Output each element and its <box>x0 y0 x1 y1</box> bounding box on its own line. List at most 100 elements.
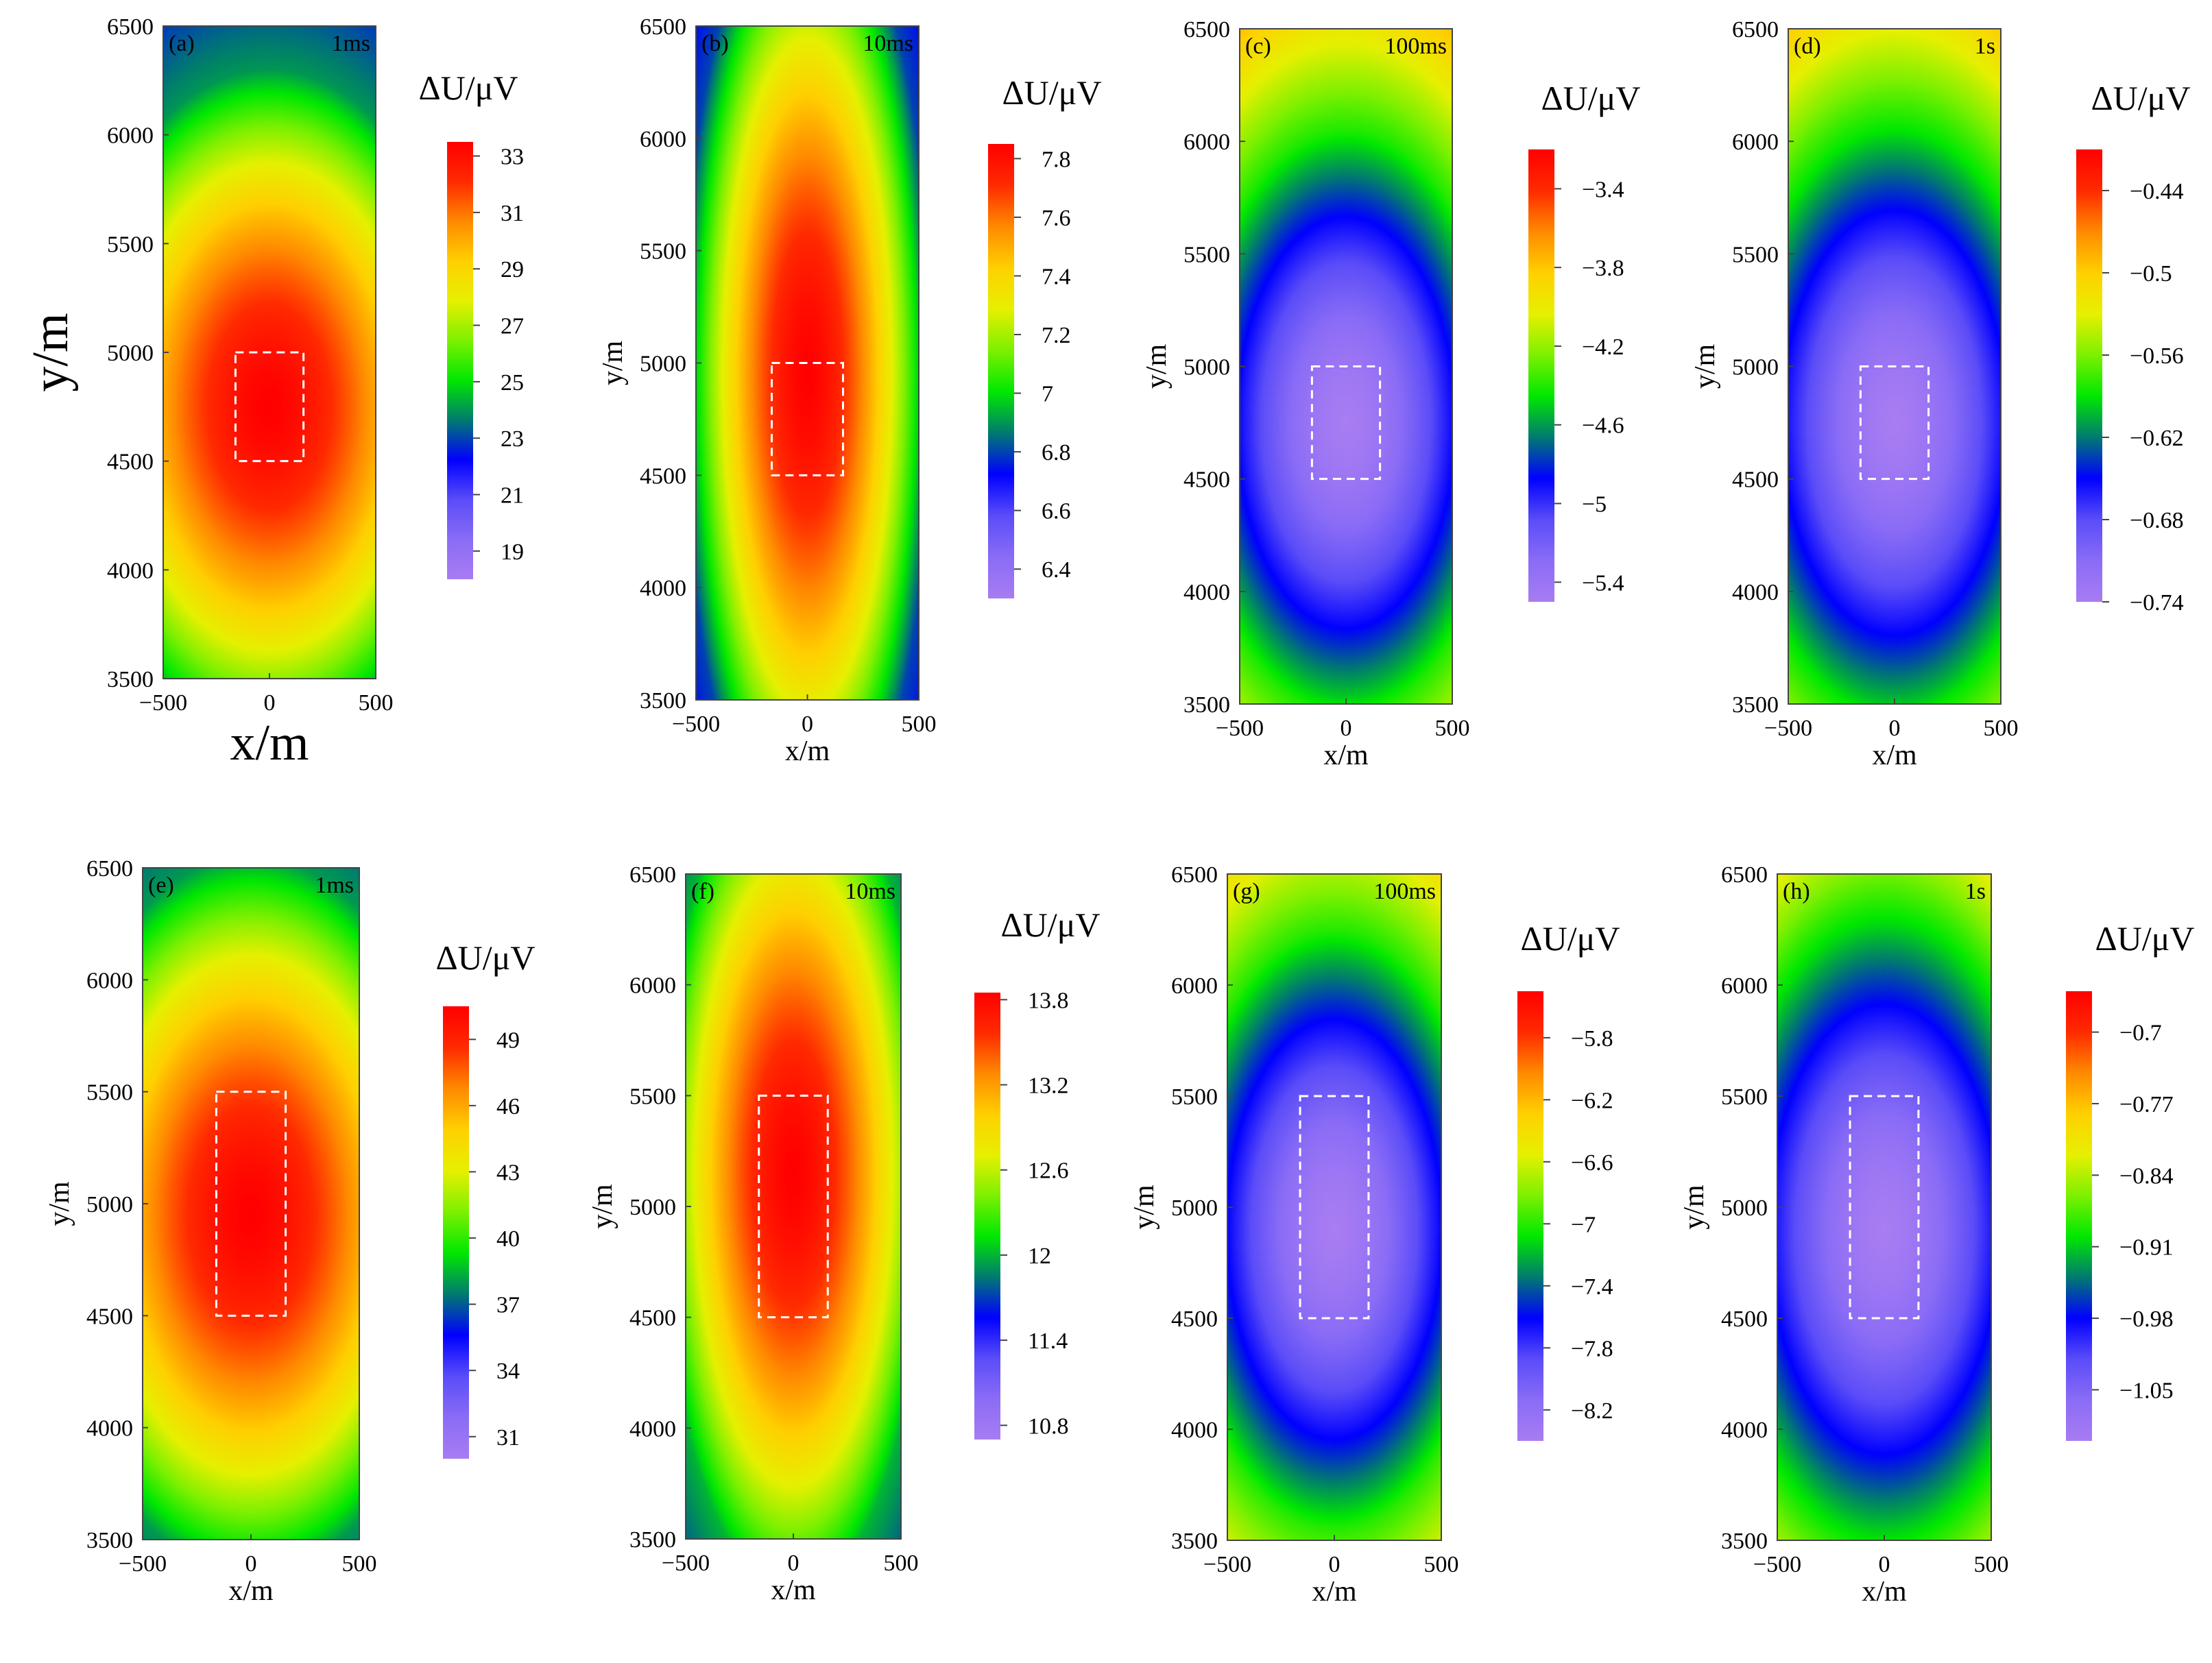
panel-label: (b) <box>701 31 729 56</box>
x-tick-label: −500 <box>1764 716 1812 741</box>
y-axis-label: y/m <box>1679 1185 1710 1230</box>
y-tick-label: 4000 <box>1732 580 1779 605</box>
y-tick-label: 4500 <box>640 463 686 489</box>
colorbar-tick-label: −5.4 <box>1582 570 1624 596</box>
colorbar-tick-label: 27 <box>501 314 524 339</box>
y-tick-label: 4000 <box>107 558 154 583</box>
y-axis-label: y/m <box>1141 344 1173 389</box>
colorbar-tick-label: 10.8 <box>1028 1413 1069 1439</box>
x-axis-label: x/m <box>1312 1576 1357 1607</box>
heatmap-field <box>1777 874 1991 1540</box>
colorbar-tick-label: −0.62 <box>2130 426 2184 451</box>
y-axis-label: y/m <box>23 313 79 391</box>
colorbar <box>1517 991 1543 1441</box>
panel-label: (f) <box>691 879 714 904</box>
x-tick-label: −500 <box>139 690 187 716</box>
y-tick-label: 4500 <box>1183 468 1230 493</box>
heatmap-field <box>143 868 359 1540</box>
y-tick-label: 5500 <box>107 232 154 257</box>
colorbar-tick-label: 31 <box>501 201 524 226</box>
colorbar-tick-label: −5 <box>1582 492 1607 518</box>
colorbar-tick-label: −0.84 <box>2119 1163 2174 1189</box>
x-tick-label: −500 <box>1216 716 1264 741</box>
panel-label: (d) <box>1794 34 1821 59</box>
panel-e: (e) 1ms 3500 4000 4500 5000 5500 6000 6500 −500 0 5… <box>44 856 536 1607</box>
colorbar-title: ΔU/μV <box>435 938 535 977</box>
colorbar-tick-label: −6.2 <box>1571 1088 1613 1113</box>
x-tick-label: 500 <box>1424 1552 1459 1577</box>
y-tick-label: 5000 <box>86 1192 133 1217</box>
time-label: 1s <box>1965 879 1986 904</box>
colorbar-tick-label: −0.7 <box>2119 1021 2162 1046</box>
x-tick-label: 500 <box>1974 1552 2009 1577</box>
colorbar-tick-label: 6.8 <box>1042 440 1071 465</box>
panel-d: (d) 1s 3500 4000 4500 5000 5500 6000 6500 −500 0 50… <box>1690 17 2191 771</box>
colorbar-tick-label: 37 <box>496 1293 520 1318</box>
x-tick-label: 0 <box>1879 1552 1890 1577</box>
y-tick-label: 4500 <box>86 1304 133 1329</box>
y-tick-label: 5000 <box>1721 1195 1768 1221</box>
colorbar-tick-label: 13.2 <box>1028 1073 1069 1099</box>
colorbar-tick-label: −0.44 <box>2130 179 2184 204</box>
y-tick-label: 6000 <box>1732 130 1779 155</box>
colorbar-tick-label: −0.56 <box>2130 343 2184 369</box>
x-tick-label: 0 <box>1889 716 1901 741</box>
colorbar <box>443 1006 469 1459</box>
y-tick-label: 5000 <box>1171 1195 1218 1221</box>
time-label: 1s <box>1975 34 1995 59</box>
y-tick-label: 5000 <box>640 352 686 377</box>
colorbar-tick-label: 31 <box>496 1425 520 1450</box>
y-tick-label: 4500 <box>1171 1307 1218 1332</box>
y-tick-label: 4000 <box>1721 1418 1768 1443</box>
time-label: 100ms <box>1384 34 1447 59</box>
colorbar-title: ΔU/μV <box>1002 73 1101 112</box>
panel-f: (f) 10ms 3500 4000 4500 5000 5500 6000 6500 −500 0… <box>587 862 1101 1606</box>
y-tick-label: 5000 <box>1732 355 1779 380</box>
x-tick-label: −500 <box>662 1551 710 1576</box>
colorbar-tick-label: −0.77 <box>2119 1092 2174 1117</box>
colorbar-tick-label: 7.6 <box>1042 206 1071 231</box>
colorbar-tick-label: 21 <box>501 483 524 509</box>
colorbar-tick-label: 7.8 <box>1042 147 1071 172</box>
y-tick-label: 6500 <box>107 14 154 40</box>
panel-a: (a) 1ms 3500 4000 4500 5000 5500 6000 6500 −500 0 5… <box>23 14 524 771</box>
x-axis-label: x/m <box>1323 740 1369 771</box>
y-tick-label: 5000 <box>629 1195 676 1220</box>
y-tick-label: 4500 <box>629 1306 676 1331</box>
x-tick-label: −500 <box>1753 1552 1801 1577</box>
x-tick-label: 0 <box>802 712 813 737</box>
colorbar-tick-label: 25 <box>501 370 524 396</box>
colorbar-tick-label: 40 <box>496 1226 520 1252</box>
panel-label: (e) <box>148 873 174 898</box>
y-tick-label: 3500 <box>1171 1529 1218 1554</box>
y-tick-label: 6000 <box>107 123 154 149</box>
colorbar <box>974 993 1000 1440</box>
time-label: 10ms <box>863 31 913 56</box>
y-tick-label: 3500 <box>640 688 686 714</box>
y-tick-label: 4500 <box>1721 1307 1768 1332</box>
colorbar-tick-label: −6.6 <box>1571 1150 1613 1176</box>
x-tick-label: 0 <box>788 1551 800 1576</box>
colorbar <box>2066 991 2092 1441</box>
colorbar-tick-label: −5.8 <box>1571 1026 1613 1052</box>
colorbar-tick-label: 49 <box>496 1028 520 1053</box>
panel-b: (b) 10ms 3500 4000 4500 5000 5500 6000 6500 −500 0… <box>597 14 1102 767</box>
colorbar-tick-label: −0.5 <box>2130 261 2172 287</box>
y-tick-label: 4500 <box>1732 468 1779 493</box>
panel-label: (h) <box>1783 879 1810 904</box>
y-axis-label: y/m <box>1690 344 1721 389</box>
source-box-outline <box>758 1094 829 1319</box>
colorbar-title: ΔU/μV <box>1520 919 1620 958</box>
y-tick-label: 4000 <box>629 1416 676 1442</box>
x-axis-label: x/m <box>1862 1576 1907 1607</box>
colorbar-tick-label: −0.74 <box>2130 590 2184 616</box>
y-tick-label: 6500 <box>1732 17 1779 43</box>
y-tick-label: 6000 <box>1171 973 1218 999</box>
colorbar-tick-label: −4.2 <box>1582 335 1624 360</box>
x-tick-label: 500 <box>1435 716 1470 741</box>
colorbar-tick-label: 19 <box>501 539 524 565</box>
x-tick-label: −500 <box>119 1551 167 1577</box>
colorbar-title: ΔU/μV <box>2095 919 2194 958</box>
source-box-outline <box>1299 1095 1370 1320</box>
x-tick-label: 0 <box>264 690 276 716</box>
